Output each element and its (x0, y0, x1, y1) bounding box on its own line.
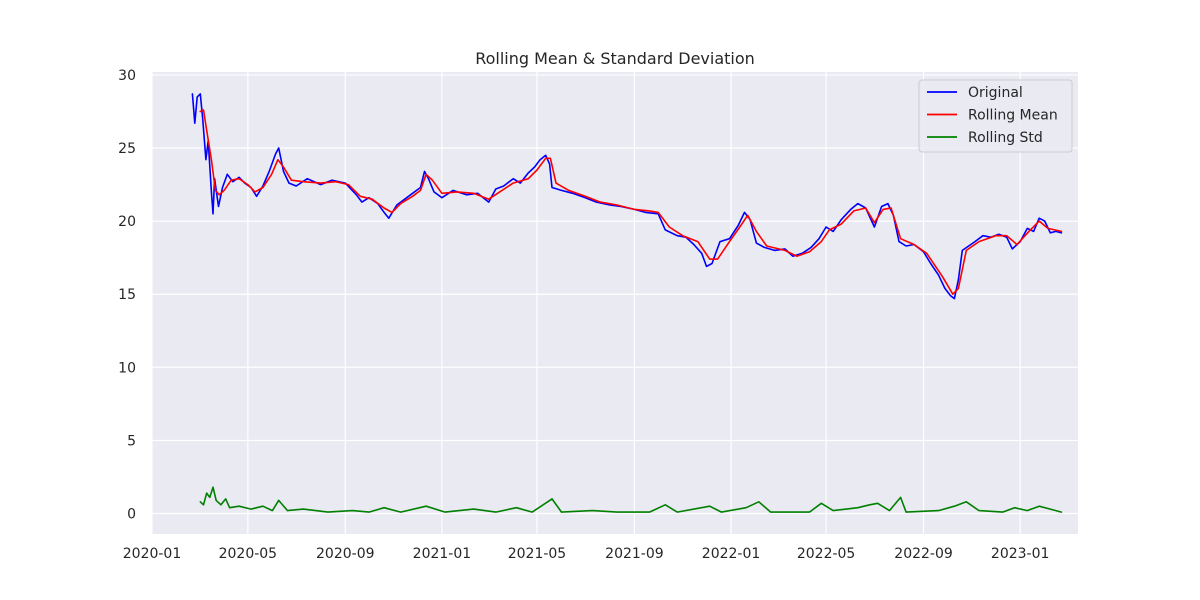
x-tick-label: 2021-09 (605, 546, 664, 562)
legend-label: Rolling Mean (968, 108, 1058, 124)
legend: Original Rolling Mean Rolling Std (918, 79, 1073, 153)
y-tick-label: 15 (118, 287, 136, 303)
x-tick-label: 2023-01 (991, 546, 1050, 562)
y-tick-label: 0 (127, 507, 136, 523)
legend-label: Original (968, 85, 1023, 101)
y-tick-label: 5 (127, 433, 136, 449)
series-lines (191, 93, 1063, 513)
x-tick-label: 2021-01 (413, 546, 472, 562)
x-tick-label: 2020-05 (219, 546, 278, 562)
chart-title: Rolling Mean & Standard Deviation (475, 49, 755, 68)
y-tick-label: 10 (118, 360, 136, 376)
x-tick-label: 2022-09 (894, 546, 953, 562)
legend-label: Rolling Std (968, 130, 1043, 146)
x-tick-labels: 2020-01 2020-05 2020-09 2021-01 2021-05 2021-… (123, 546, 1050, 562)
series-line-rolling-std (199, 486, 1063, 513)
y-tick-label: 25 (118, 141, 136, 157)
y-tick-label: 30 (118, 68, 136, 84)
x-tick-label: 2021-05 (508, 546, 567, 562)
y-tick-label: 20 (118, 214, 136, 230)
x-tick-label: 2020-09 (316, 546, 375, 562)
x-tick-label: 2022-05 (797, 546, 856, 562)
legend-frame (918, 79, 1073, 153)
x-tick-label: 2020-01 (123, 546, 182, 562)
y-tick-labels: 0 5 10 15 20 25 30 (118, 68, 136, 523)
x-tick-label: 2022-01 (702, 546, 761, 562)
series-line-rolling-mean (199, 109, 1063, 295)
series-line-original (191, 93, 1063, 300)
